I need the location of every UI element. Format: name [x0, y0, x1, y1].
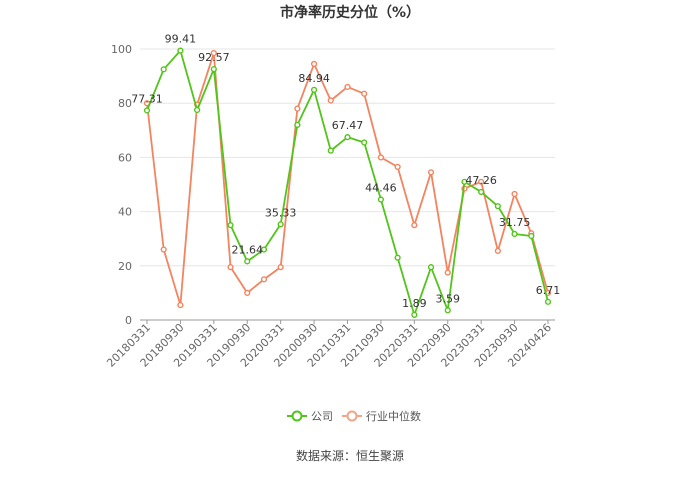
- data-point-company: [511, 230, 518, 238]
- grid-lines: [140, 48, 555, 321]
- data-point-company: [327, 147, 334, 154]
- data-point-industry-median: [327, 97, 334, 104]
- data-point-company: [310, 86, 318, 93]
- data-point-company: [260, 246, 268, 253]
- data-point-industry-median: [344, 83, 351, 91]
- data-label: 44.46: [365, 182, 397, 195]
- data-point-company: [244, 258, 251, 265]
- data-point-company: [210, 66, 217, 73]
- data-label: 84.94: [298, 72, 330, 85]
- legend-marker-industry-median: [346, 410, 358, 422]
- data-point-company: [143, 107, 151, 114]
- data-label: 77.31: [131, 92, 163, 105]
- y-tick-label: 80: [118, 97, 132, 110]
- legend-label-company: 公司: [311, 410, 333, 423]
- legend: 公司 行业中位数: [287, 409, 421, 423]
- data-point-industry-median: [260, 276, 268, 283]
- data-point-industry-median: [377, 154, 385, 161]
- data-point-company: [194, 106, 201, 114]
- data-point-industry-median: [478, 178, 485, 185]
- data-point-company: [177, 47, 184, 54]
- data-label: 35.33: [265, 206, 297, 219]
- data-label: 67.47: [332, 119, 364, 132]
- legend-item-industry-median[interactable]: 行业中位数: [342, 409, 421, 423]
- data-point-company: [528, 232, 535, 240]
- data-label: 3.59: [436, 292, 461, 305]
- data-label: 92.57: [198, 51, 230, 64]
- legend-label-industry-median: 行业中位数: [366, 409, 421, 423]
- data-point-industry-median: [227, 264, 234, 271]
- data-point-company: [277, 221, 284, 228]
- data-point-industry-median: [277, 264, 284, 271]
- data-label: 1.89: [402, 297, 427, 310]
- data-point-company: [160, 66, 167, 73]
- data-point-industry-median: [394, 163, 401, 170]
- data-point-company: [494, 203, 501, 210]
- data-point-company: [344, 134, 351, 141]
- y-tick-label: 40: [118, 206, 132, 219]
- y-tick-label: 100: [111, 43, 132, 56]
- legend-marker-company: [291, 410, 303, 422]
- data-point-industry-median: [361, 90, 368, 97]
- data-point-industry-median: [210, 49, 217, 57]
- data-point-industry-median: [310, 60, 318, 68]
- data-point-industry-median: [427, 169, 435, 176]
- data-point-industry-median: [177, 301, 184, 309]
- data-point-industry-median: [444, 269, 451, 276]
- data-label: 47.26: [465, 174, 497, 187]
- data-point-company: [377, 196, 385, 203]
- data-label: 21.64: [232, 243, 264, 256]
- legend-item-company[interactable]: 公司: [287, 410, 333, 423]
- data-point-company: [294, 121, 301, 128]
- data-point-company: [394, 254, 401, 261]
- data-point-industry-median: [511, 190, 518, 198]
- data-point-company: [461, 178, 468, 185]
- data-point-company: [227, 222, 234, 229]
- data-label: 6.71: [536, 284, 561, 297]
- series-layer: [143, 47, 552, 318]
- data-point-industry-median: [294, 105, 301, 112]
- data-point-company: [427, 264, 435, 271]
- data-point-industry-median: [160, 246, 167, 253]
- data-point-company: [361, 139, 368, 146]
- y-tick-label: 60: [118, 151, 132, 164]
- data-source-note: 数据来源：恒生聚源: [295, 449, 404, 463]
- data-point-company: [478, 188, 485, 196]
- data-point-industry-median: [411, 222, 418, 229]
- data-point-company: [544, 298, 552, 305]
- chart-title: 市净率历史分位（%）: [280, 4, 420, 21]
- y-tick-label: 0: [125, 314, 132, 327]
- data-point-industry-median: [244, 289, 251, 297]
- data-label: 99.41: [165, 33, 197, 46]
- y-tick-label: 20: [118, 260, 132, 273]
- data-label: 31.75: [499, 216, 531, 229]
- data-point-company: [444, 307, 451, 314]
- data-point-industry-median: [494, 247, 501, 254]
- data-point-company: [411, 311, 418, 318]
